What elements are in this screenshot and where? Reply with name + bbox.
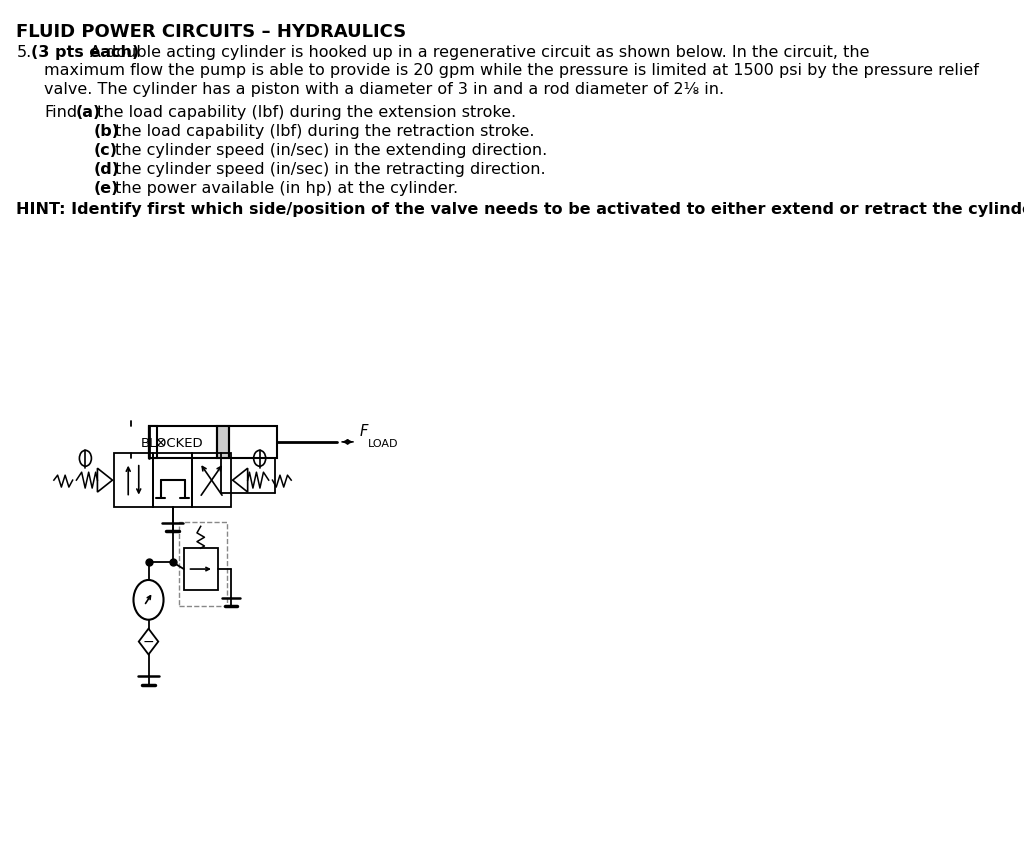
Bar <box>184 548 218 590</box>
Bar <box>114 453 153 507</box>
Text: (3 pts each): (3 pts each) <box>31 44 139 59</box>
Text: BLOCKED: BLOCKED <box>141 437 204 449</box>
Text: the load capability (lbf) during the extension stroke.: the load capability (lbf) during the ext… <box>92 105 516 120</box>
Text: (a): (a) <box>76 105 101 120</box>
Bar <box>217 426 229 458</box>
Text: the cylinder speed (in/sec) in the retracting direction.: the cylinder speed (in/sec) in the retra… <box>111 162 546 176</box>
Text: the load capability (lbf) during the retraction stroke.: the load capability (lbf) during the ret… <box>111 124 535 139</box>
Text: F: F <box>359 424 368 439</box>
Text: (b): (b) <box>93 124 120 139</box>
Bar <box>193 453 231 507</box>
Text: FLUID POWER CIRCUITS – HYDRAULICS: FLUID POWER CIRCUITS – HYDRAULICS <box>16 23 407 41</box>
Text: (e): (e) <box>93 181 119 196</box>
Text: 5.: 5. <box>16 44 32 59</box>
Text: −: − <box>142 634 155 649</box>
Bar <box>150 426 276 458</box>
Bar <box>153 453 193 507</box>
Bar <box>150 426 157 458</box>
Text: HINT: Identify first which side/position of the valve needs to be activated to e: HINT: Identify first which side/position… <box>16 203 1024 217</box>
Text: Find: Find <box>44 105 77 120</box>
Bar <box>179 522 226 605</box>
Text: LOAD: LOAD <box>368 438 398 449</box>
Text: the cylinder speed (in/sec) in the extending direction.: the cylinder speed (in/sec) in the exten… <box>111 142 548 158</box>
Text: (c): (c) <box>93 142 118 158</box>
Text: A double acting cylinder is hooked up in a regenerative circuit as shown below. : A double acting cylinder is hooked up in… <box>90 44 869 59</box>
Text: ×: × <box>155 437 166 451</box>
Text: valve. The cylinder has a piston with a diameter of 3 in and a rod diameter of 2: valve. The cylinder has a piston with a … <box>44 82 724 98</box>
Text: maximum flow the pump is able to provide is 20 gpm while the pressure is limited: maximum flow the pump is able to provide… <box>44 64 979 78</box>
Text: the power available (in hp) at the cylinder.: the power available (in hp) at the cylin… <box>111 181 459 196</box>
Text: (d): (d) <box>93 162 120 176</box>
